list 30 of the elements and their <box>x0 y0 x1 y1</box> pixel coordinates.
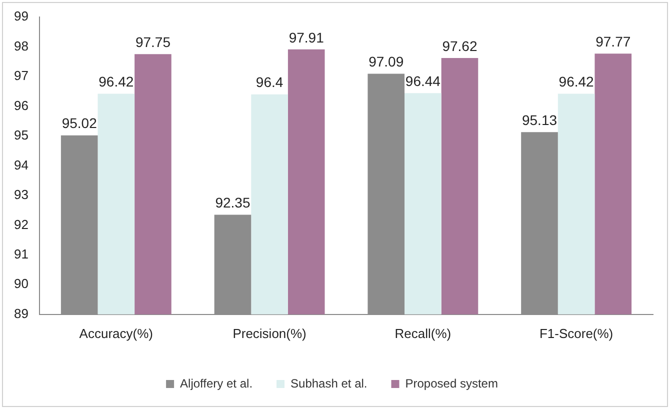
data-label: 97.91 <box>288 29 324 46</box>
data-label: 95.02 <box>62 115 98 132</box>
data-label: 97.77 <box>596 33 631 50</box>
data-label: 95.13 <box>522 112 558 128</box>
y-tick-label: 94 <box>14 157 28 172</box>
y-tick-label: 97 <box>14 68 28 84</box>
legend-label: Aljoffery et al. <box>180 376 253 390</box>
data-label: 97.62 <box>442 38 478 54</box>
data-label: 96.42 <box>558 74 594 90</box>
y-tick-label: 93 <box>14 187 28 202</box>
data-label: 97.75 <box>135 34 171 50</box>
y-tick-label: 90 <box>14 276 28 292</box>
y-tick-label: 96 <box>14 98 28 113</box>
x-tick-label: F1-Score(%) <box>539 326 614 341</box>
data-label: 97.09 <box>368 54 404 70</box>
data-label: 96.42 <box>98 74 134 90</box>
y-tick-label: 95 <box>14 128 28 143</box>
x-tick-label: Precision(%) <box>232 326 306 341</box>
legend-label: Subhash et al. <box>290 376 368 390</box>
y-tick-label: 99 <box>14 8 28 24</box>
y-tick-label: 92 <box>14 216 28 232</box>
data-label: 96.44 <box>405 72 441 89</box>
x-tick-label: Recall(%) <box>394 326 452 341</box>
y-tick-label: 89 <box>14 306 28 321</box>
legend-label: Proposed system <box>405 376 498 390</box>
y-tick-label: 91 <box>14 246 28 262</box>
data-label: 96.4 <box>256 74 284 90</box>
x-tick-label: Accuracy(%) <box>79 326 153 341</box>
data-label: 92.35 <box>215 194 250 211</box>
y-tick-label: 98 <box>14 38 28 54</box>
